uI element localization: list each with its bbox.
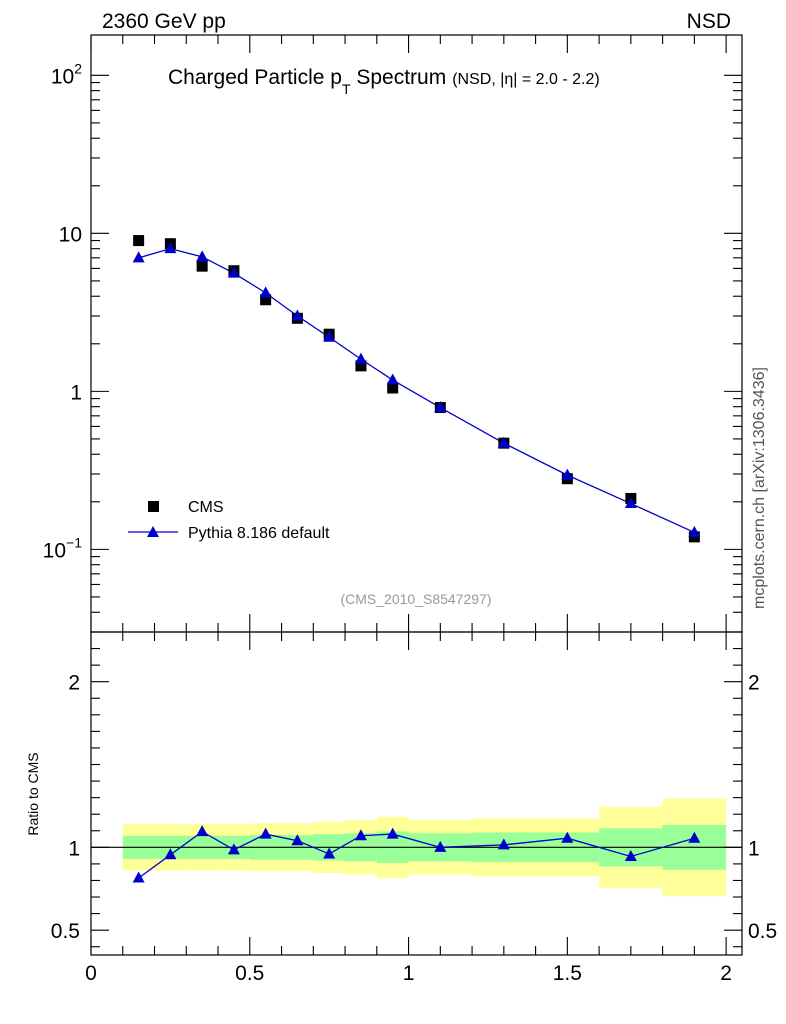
ratio-pythia-point	[688, 831, 701, 843]
tick-label-exponent: −1	[66, 534, 82, 550]
pythia-point	[354, 352, 367, 364]
ratio-y-tick-label-right: 0.5	[748, 920, 777, 943]
ratio-pythia-point	[196, 825, 209, 837]
pythia-point	[259, 286, 272, 298]
pythia-point	[624, 497, 637, 509]
analysis-watermark: (CMS_2010_S8547297)	[341, 591, 492, 607]
x-tick-label: 1	[403, 962, 415, 985]
legend-label-cms: CMS	[188, 499, 224, 516]
ratio-pythia-point	[323, 847, 336, 859]
header-right-label: NSD	[687, 10, 731, 33]
cms-point	[260, 294, 272, 306]
ratio-tick-labels: 2 21 10.5 0.50 0.5 1 1.5 2	[51, 672, 777, 985]
legend-marker-pythia	[147, 526, 159, 537]
ratio-pythia-point	[354, 829, 367, 841]
side-label: mcplots.cern.ch [arXiv:1306.3436]	[751, 367, 768, 609]
ratio-y-axis-label: Ratio to CMS	[25, 752, 41, 835]
ratio-pythia-point	[291, 834, 304, 846]
pythia-point	[561, 468, 574, 480]
legend: CMS Pythia 8.186 default	[128, 499, 330, 542]
x-tick-label: 0	[85, 962, 97, 985]
ratio-pythia-point	[132, 871, 145, 883]
main-y-tick-label: 10−1	[43, 534, 83, 562]
pythia-point	[434, 401, 447, 413]
tick-label-exponent: 2	[74, 60, 82, 76]
tick-label-base: 10	[43, 539, 66, 562]
pythia-point	[386, 373, 399, 385]
ratio-y-tick-label-right: 1	[748, 837, 760, 860]
tick-label-base: 1	[70, 381, 82, 404]
ratio-pythia-point	[386, 827, 399, 839]
title-small: (NSD, |η| = 2.0 - 2.2)	[452, 71, 599, 88]
ratio-pythia-line	[138, 830, 695, 879]
main-plot-frame	[90, 34, 743, 633]
ratio-y-tick-label-right: 2	[748, 672, 760, 695]
ratio-y-tick-label-left: 0.5	[51, 920, 80, 943]
ratio-y-tick-label-left: 2	[68, 672, 80, 695]
ratio-pythia-point	[497, 838, 510, 850]
main-plot-title: Charged Particle pT Spectrum (NSD, |η| = …	[168, 66, 600, 97]
tick-label-base: 10	[51, 65, 74, 88]
ratio-plot-frame	[90, 631, 743, 956]
x-tick-label: 2	[720, 962, 732, 985]
cms-point	[355, 360, 367, 372]
main-y-tick-label: 102	[51, 60, 82, 88]
main-y-tick-label: 10	[59, 223, 82, 246]
main-y-tick-label: 1	[70, 381, 82, 404]
x-tick-label: 0.5	[235, 962, 264, 985]
ratio-pythia-point	[434, 840, 447, 852]
pythia-point	[164, 242, 177, 254]
pythia-line	[138, 247, 695, 534]
pythia-point	[688, 525, 701, 537]
ratio-pythia-point	[259, 827, 272, 839]
title-main: Charged Particle p	[168, 66, 342, 89]
ratio-pythia-point	[227, 843, 240, 855]
pythia-point	[497, 436, 510, 448]
main-plot-marks	[132, 235, 701, 543]
ratio-y-tick-label-left: 1	[68, 837, 80, 860]
ratio-plot-panel: 2 21 10.5 0.50 0.5 1 1.5 2 Ratio to CMS	[25, 631, 777, 985]
ratio-pythia-point	[164, 848, 177, 860]
tick-label-base: 10	[59, 223, 82, 246]
pythia-point	[291, 309, 304, 321]
pythia-point	[227, 266, 240, 278]
pythia-point	[132, 251, 145, 263]
header-left-label: 2360 GeV pp	[102, 10, 226, 33]
pythia-point	[196, 250, 209, 262]
legend-label-pythia: Pythia 8.186 default	[188, 525, 330, 542]
cms-point	[196, 260, 208, 272]
ratio-pythia-point	[561, 831, 574, 843]
ratio-plot-marks	[132, 825, 701, 883]
ratio-plot-ticks	[90, 632, 742, 955]
main-plot-ticks	[90, 35, 742, 633]
cms-point	[387, 382, 399, 394]
title-subscript: T	[342, 81, 351, 97]
x-tick-label: 1.5	[553, 962, 582, 985]
ratio-pythia-point	[624, 849, 637, 861]
legend-marker-cms	[148, 501, 159, 512]
pythia-point	[323, 330, 336, 342]
title-rest: Spectrum	[351, 66, 447, 89]
cms-point	[133, 235, 145, 247]
